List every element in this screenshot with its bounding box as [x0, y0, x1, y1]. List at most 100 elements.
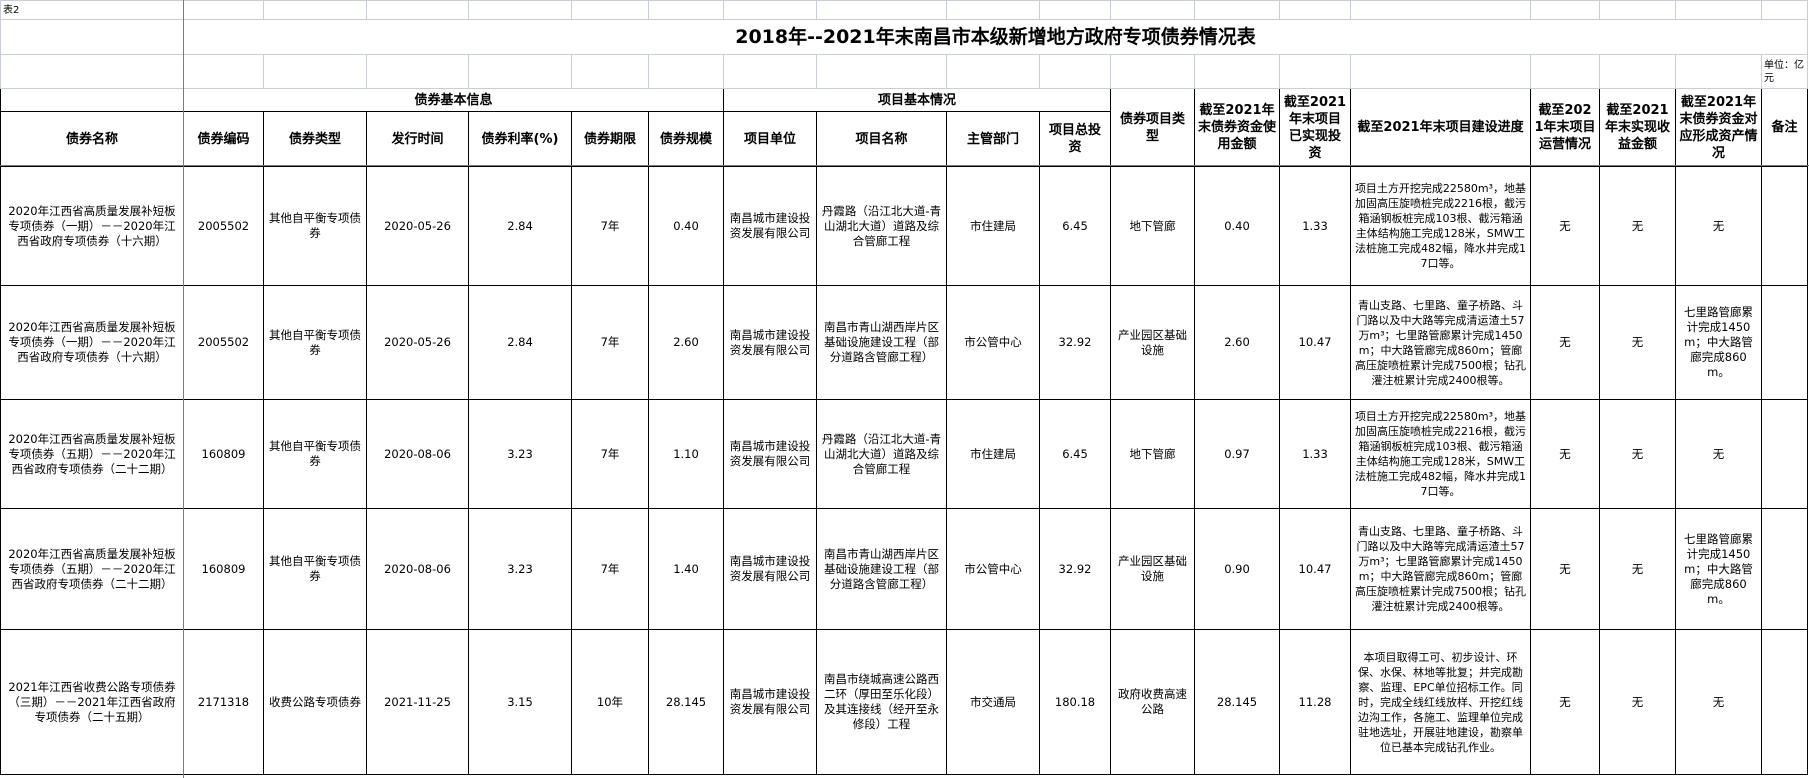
cell[interactable] [648, 54, 724, 89]
table-cell[interactable]: 2020-05-26 [366, 166, 469, 286]
table-cell[interactable]: 1.33 [1279, 399, 1351, 509]
header-cell[interactable]: 截至2021年末债券资金对应形成资产情况 [1675, 88, 1762, 167]
table-cell[interactable]: 本项目取得工可、初步设计、环保、水保、林地等批复；并完成勘察、监理、EPC单位招… [1350, 629, 1531, 775]
header-cell[interactable]: 债券利率(%) [468, 111, 572, 167]
table-cell[interactable]: 2020年江西省高质量发展补短板专项债券（五期）－－2020年江西省政府专项债券… [0, 399, 184, 509]
table-cell[interactable]: 南昌城市建设投资发展有限公司 [723, 399, 817, 509]
table-cell[interactable]: 2021-11-25 [366, 629, 469, 775]
cell[interactable] [1530, 54, 1600, 89]
header-cell[interactable]: 截至2021年末项目运营情况 [1530, 88, 1600, 167]
table-cell[interactable]: 其他自平衡专项债券 [263, 399, 367, 509]
table-cell[interactable]: 市住建局 [946, 399, 1040, 509]
cell[interactable] [468, 0, 572, 20]
cell[interactable] [816, 0, 947, 20]
table-cell[interactable]: 青山支路、七里路、童子桥路、斗门路以及中大路等完成清运渣土57万m³；七里路管廊… [1350, 508, 1531, 630]
table-cell[interactable]: 市公管中心 [946, 508, 1040, 630]
table-cell[interactable] [1761, 285, 1808, 400]
table-cell[interactable]: 地下管廊 [1110, 166, 1195, 286]
header-cell[interactable]: 主管部门 [946, 111, 1040, 167]
table-cell[interactable]: 南昌市青山湖西岸片区基础设施建设工程（部分道路含管廊工程） [816, 285, 947, 400]
cell[interactable] [1350, 0, 1531, 20]
header-cell[interactable]: 截至2021年末债券资金使用金额 [1194, 88, 1280, 167]
table-cell[interactable]: 2020年江西省高质量发展补短板专项债券（一期）－－2020年江西省政府专项债券… [0, 285, 184, 400]
table-cell[interactable]: 七里路管廊累计完成1450m；中大路管廊完成860m。 [1675, 285, 1762, 400]
table-cell[interactable]: 7年 [571, 285, 649, 400]
table-cell[interactable]: 3.15 [468, 629, 572, 775]
header-cell[interactable]: 项目单位 [723, 111, 817, 167]
table-cell[interactable]: 无 [1675, 166, 1762, 286]
group-bond-info[interactable]: 债券基本信息 [183, 88, 724, 112]
table-cell[interactable]: 2.60 [1194, 285, 1280, 400]
table-cell[interactable]: 南昌市绕城高速公路西二环（厚田至乐化段）及其连接线（经开至永修段）工程 [816, 629, 947, 775]
table-cell[interactable]: 市公管中心 [946, 285, 1040, 400]
table-cell[interactable]: 南昌城市建设投资发展有限公司 [723, 629, 817, 775]
cell[interactable] [571, 0, 649, 20]
cell[interactable] [648, 0, 724, 20]
table-cell[interactable] [1761, 399, 1808, 509]
cell[interactable] [263, 54, 367, 89]
table-cell[interactable]: 2005502 [183, 285, 264, 400]
table-cell[interactable]: 青山支路、七里路、童子桥路、斗门路以及中大路等完成清运渣土57万m³；七里路管廊… [1350, 285, 1531, 400]
table-cell[interactable]: 南昌城市建设投资发展有限公司 [723, 166, 817, 286]
header-cell[interactable]: 项目名称 [816, 111, 947, 167]
table-cell[interactable]: 南昌市青山湖西岸片区基础设施建设工程（部分道路含管廊工程） [816, 508, 947, 630]
table-cell[interactable]: 2021年江西省收费公路专项债券（三期）－－2021年江西省政府专项债券（二十五… [0, 629, 184, 775]
table-cell[interactable]: 项目土方开挖完成22580m³，地基加固高压旋喷桩完成2216根，截污箱涵钢板桩… [1350, 399, 1531, 509]
table-cell[interactable]: 无 [1530, 629, 1600, 775]
table-cell[interactable]: 10年 [571, 629, 649, 775]
table-cell[interactable]: 地下管廊 [1110, 399, 1195, 509]
cell[interactable] [1039, 54, 1111, 89]
table-cell[interactable]: 1.40 [648, 508, 724, 630]
table-cell[interactable]: 2.84 [468, 166, 572, 286]
header-cell[interactable]: 债券期限 [571, 111, 649, 167]
cell[interactable] [263, 0, 367, 20]
header-cell[interactable]: 债券规模 [648, 111, 724, 167]
table-cell[interactable]: 市住建局 [946, 166, 1040, 286]
cell[interactable] [946, 0, 1040, 20]
table-cell[interactable]: 160809 [183, 399, 264, 509]
table-cell[interactable]: 6.45 [1039, 399, 1111, 509]
cell[interactable] [723, 54, 817, 89]
table-cell[interactable]: 丹霞路（沿江北大道-青山湖北大道）道路及综合管廊工程 [816, 166, 947, 286]
table-cell[interactable]: 2020-08-06 [366, 508, 469, 630]
table-cell[interactable]: 1.33 [1279, 166, 1351, 286]
table-cell[interactable]: 7年 [571, 399, 649, 509]
cell[interactable] [1110, 0, 1195, 20]
table-cell[interactable] [1761, 166, 1808, 286]
table-cell[interactable]: 产业园区基础设施 [1110, 508, 1195, 630]
sheet-title[interactable]: 2018年--2021年末南昌市本级新增地方政府专项债券情况表 [183, 19, 1808, 55]
cell[interactable] [0, 54, 184, 89]
table-cell[interactable]: 2020-05-26 [366, 285, 469, 400]
cell[interactable] [571, 54, 649, 89]
header-cell[interactable]: 债券名称 [0, 111, 184, 167]
table-cell[interactable]: 无 [1599, 508, 1676, 630]
cell[interactable] [1279, 0, 1351, 20]
table-cell[interactable]: 2.60 [648, 285, 724, 400]
header-cell[interactable]: 债券编码 [183, 111, 264, 167]
header-cell[interactable]: 项目总投资 [1039, 111, 1111, 167]
table-cell[interactable]: 2020-08-06 [366, 399, 469, 509]
cell[interactable] [946, 54, 1040, 89]
table-cell[interactable]: 南昌城市建设投资发展有限公司 [723, 285, 817, 400]
table-cell[interactable]: 无 [1530, 399, 1600, 509]
cell[interactable] [0, 88, 184, 112]
header-cell[interactable]: 备注 [1761, 88, 1808, 167]
unit-label[interactable]: 单位：亿元 [1761, 54, 1808, 89]
cell-label[interactable]: 表2 [0, 0, 184, 20]
cell[interactable] [1350, 54, 1531, 89]
table-cell[interactable]: 2005502 [183, 166, 264, 286]
table-cell[interactable]: 0.40 [1194, 166, 1280, 286]
table-cell[interactable]: 7年 [571, 508, 649, 630]
table-cell[interactable]: 32.92 [1039, 285, 1111, 400]
cell[interactable] [1530, 0, 1600, 20]
table-cell[interactable]: 其他自平衡专项债券 [263, 166, 367, 286]
cell[interactable] [0, 19, 184, 55]
cell[interactable] [366, 0, 469, 20]
cell[interactable] [1039, 0, 1111, 20]
header-cell[interactable]: 截至2021年末实现收益金额 [1599, 88, 1676, 167]
cell[interactable] [1194, 54, 1280, 89]
table-cell[interactable]: 无 [1599, 166, 1676, 286]
header-cell[interactable]: 发行时间 [366, 111, 469, 167]
table-cell[interactable]: 南昌城市建设投资发展有限公司 [723, 508, 817, 630]
cell[interactable] [468, 54, 572, 89]
